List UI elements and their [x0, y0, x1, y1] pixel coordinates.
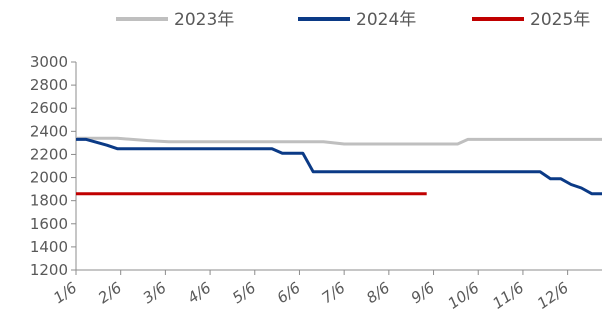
- y-axis: 3000 2800 2600 2400 2200 2000 1800 1600 1400 1200: [30, 53, 77, 279]
- x-tick-label: 9/6: [408, 279, 438, 308]
- y-tick-label: 1800: [30, 192, 68, 210]
- legend-label-2: 2025年: [530, 10, 590, 30]
- y-tick-label: 2600: [30, 99, 68, 117]
- x-tick-label: 12/6: [534, 279, 572, 313]
- x-tick-label: 7/6: [318, 279, 348, 308]
- y-tick-label: 1600: [30, 215, 68, 233]
- y-tick-label: 1400: [30, 238, 68, 256]
- y-tick-label: 2400: [30, 122, 68, 140]
- x-tick-label: 8/6: [363, 279, 393, 308]
- y-tick-label: 1200: [30, 261, 68, 279]
- series-line-1: [76, 137, 602, 196]
- x-tick-label: 3/6: [140, 279, 170, 308]
- y-tick-label: 2200: [30, 145, 68, 163]
- legend: 2023年 2024年 2025年: [116, 10, 590, 30]
- x-tick-label: 1/6: [50, 279, 80, 308]
- y-tick-label: 3000: [30, 53, 68, 71]
- y-tick-label: 2800: [30, 76, 68, 94]
- x-tick-label: 5/6: [229, 279, 259, 308]
- series-lines: [76, 136, 602, 196]
- series-line-0: [76, 136, 602, 146]
- x-tick-label: 2/6: [95, 279, 125, 308]
- x-tick-label: 4/6: [184, 279, 214, 308]
- legend-label-1: 2024年: [356, 10, 416, 30]
- x-axis: 1/6 2/6 3/6 4/6 5/6 6/6 7/6 8/6 9/6 10/6 11/6 12/6: [50, 269, 602, 313]
- x-tick-label: 11/6: [489, 279, 527, 313]
- x-tick-label: 6/6: [274, 279, 304, 308]
- x-tick-label: 10/6: [445, 279, 483, 313]
- y-tick-label: 2000: [30, 169, 68, 187]
- legend-label-0: 2023年: [174, 10, 234, 30]
